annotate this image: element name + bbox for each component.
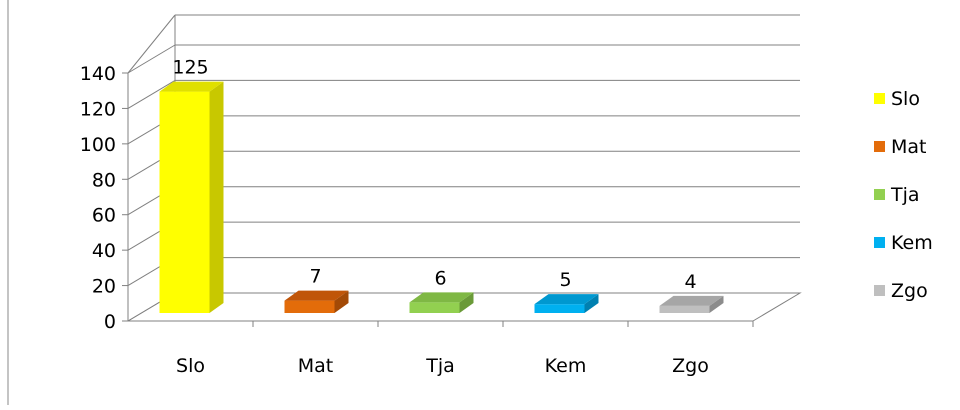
x-category-label-tja: Tja xyxy=(425,355,455,377)
bar-slo xyxy=(159,81,224,313)
gridlines xyxy=(127,44,800,322)
legend-swatch-zgo xyxy=(874,285,885,296)
bar-side-slo xyxy=(209,81,224,313)
bar-front-kem xyxy=(534,304,585,313)
bar-front-tja xyxy=(409,302,460,313)
bar-top-zgo xyxy=(659,295,724,306)
legend-swatch-tja xyxy=(874,189,885,200)
floor-edges xyxy=(127,292,802,322)
y-tick-label-60: 60 xyxy=(92,205,116,227)
bar-side-kem xyxy=(584,294,599,313)
bar-front-zgo xyxy=(659,305,710,313)
chart-walls xyxy=(7,0,800,405)
bar-top-slo xyxy=(159,81,224,92)
bar-side-mat xyxy=(334,290,349,313)
data-label-kem: 5 xyxy=(559,269,571,291)
y-tick-label-120: 120 xyxy=(80,98,116,120)
legend-swatch-mat xyxy=(874,141,885,152)
data-label-tja: 6 xyxy=(434,267,446,289)
legend-label-kem: Kem xyxy=(891,232,933,254)
axes xyxy=(122,72,802,327)
x-category-labels: Slo Mat Tja Kem Zgo xyxy=(176,355,709,377)
data-label-zgo: 4 xyxy=(684,271,696,293)
bar-front-slo xyxy=(159,91,210,313)
legend-swatch-slo xyxy=(874,93,885,104)
bars xyxy=(159,81,724,313)
bar-mat xyxy=(284,290,349,313)
y-tick-label-20: 20 xyxy=(92,276,116,298)
x-category-label-kem: Kem xyxy=(545,355,587,377)
y-tick-label-100: 100 xyxy=(80,134,116,156)
bar-zgo xyxy=(659,295,724,313)
y-tick-label-140: 140 xyxy=(80,63,116,85)
legend: Slo Mat Tja Kem Zgo xyxy=(874,88,933,302)
gridline-side-140 xyxy=(127,44,176,74)
data-label-slo: 125 xyxy=(172,57,208,79)
bar-kem xyxy=(534,294,599,313)
legend-label-tja: Tja xyxy=(890,184,920,206)
y-tick-label-0: 0 xyxy=(104,311,116,333)
bar-side-zgo xyxy=(709,295,724,313)
y-tick-label-40: 40 xyxy=(92,240,116,262)
legend-label-zgo: Zgo xyxy=(891,280,928,302)
legend-swatch-kem xyxy=(874,237,885,248)
bar-top-mat xyxy=(284,290,349,301)
x-category-label-slo: Slo xyxy=(176,355,205,377)
legend-label-slo: Slo xyxy=(891,88,920,110)
bar-top-kem xyxy=(534,294,599,305)
bar-top-tja xyxy=(409,292,474,303)
x-category-label-mat: Mat xyxy=(298,355,334,377)
data-label-mat: 7 xyxy=(309,266,321,288)
bar-side-tja xyxy=(459,292,474,313)
gridline-side-120 xyxy=(127,79,176,109)
x-category-label-zgo: Zgo xyxy=(672,355,709,377)
data-labels: 125 7 6 5 4 xyxy=(172,57,696,293)
y-tick-label-80: 80 xyxy=(92,169,116,191)
legend-label-mat: Mat xyxy=(891,136,927,158)
bar-tja xyxy=(409,292,474,313)
bar-front-mat xyxy=(284,300,335,313)
left-wall-top-edge xyxy=(127,14,176,74)
y-tick-labels: 0 20 40 60 80 100 120 140 xyxy=(80,63,116,333)
